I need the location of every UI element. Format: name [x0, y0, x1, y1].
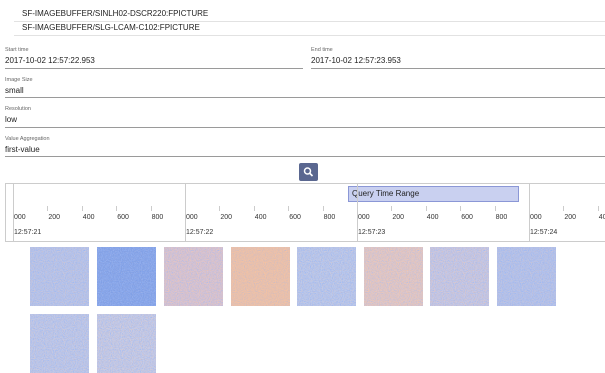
tick-line: [460, 206, 461, 211]
image-thumbnail[interactable]: [497, 247, 556, 306]
field-value[interactable]: 2017-10-02 12:57:23.953: [311, 56, 401, 65]
image-thumbnail[interactable]: [430, 247, 489, 306]
tick-label: 400: [83, 214, 95, 221]
tick-line: [13, 206, 14, 211]
image-thumbnail[interactable]: [231, 247, 290, 306]
field-underline: [5, 97, 605, 98]
tick-line: [185, 206, 186, 211]
tick-line: [563, 206, 564, 211]
tick-line: [116, 206, 117, 211]
tick-label: 200: [220, 214, 232, 221]
field-underline: [311, 68, 605, 69]
image-thumbnail[interactable]: [30, 314, 89, 373]
time-label: 12:57:21: [14, 229, 41, 236]
page: SF-IMAGEBUFFER/SINLH02-DSCR220:FPICTURE …: [0, 0, 605, 371]
image-thumbnail[interactable]: [97, 314, 156, 373]
tick-line: [391, 206, 392, 211]
tick-label: 800: [152, 214, 164, 221]
separator: [14, 21, 605, 22]
field-label: End time: [311, 47, 333, 53]
tick-line: [323, 206, 324, 211]
timeline: Query Time Range 000 200 400 600 800 12:57:21…: [5, 183, 605, 242]
tick-line: [529, 206, 530, 211]
separator: [14, 35, 605, 36]
tick-label: 800: [324, 214, 336, 221]
tick-label: 000: [186, 214, 198, 221]
channel-item[interactable]: SF-IMAGEBUFFER/SINLH02-DSCR220:FPICTURE: [22, 9, 208, 18]
tick-label: 600: [461, 214, 473, 221]
tick-line: [598, 206, 599, 211]
tick-label: 400: [255, 214, 267, 221]
tick-line: [254, 206, 255, 211]
tick-line: [357, 206, 358, 211]
tick-label: 600: [289, 214, 301, 221]
channel-item[interactable]: SF-IMAGEBUFFER/SLG-LCAM-C102:FPICTURE: [22, 23, 200, 32]
tick-label: 400: [599, 214, 605, 221]
field-value[interactable]: low: [5, 115, 17, 124]
field-value[interactable]: first-value: [5, 145, 40, 154]
tick-line: [82, 206, 83, 211]
tick-label: 000: [358, 214, 370, 221]
image-thumbnail[interactable]: [97, 247, 156, 306]
tick-label: 000: [530, 214, 542, 221]
field-label: Image Size: [5, 77, 33, 83]
image-thumbnail[interactable]: [164, 247, 223, 306]
tick-label: 000: [14, 214, 26, 221]
tick-label: 400: [427, 214, 439, 221]
query-range-label: Query Time Range: [352, 189, 419, 198]
field-underline: [5, 156, 605, 157]
image-thumbnail[interactable]: [30, 247, 89, 306]
image-thumbnail[interactable]: [364, 247, 423, 306]
tick-label: 200: [564, 214, 576, 221]
field-value[interactable]: 2017-10-02 12:57:22.953: [5, 56, 95, 65]
time-label: 12:57:22: [186, 229, 213, 236]
field-underline: [5, 127, 605, 128]
field-label: Start time: [5, 47, 29, 53]
image-thumbnail[interactable]: [297, 247, 356, 306]
time-label: 12:57:23: [358, 229, 385, 236]
search-button[interactable]: [299, 163, 318, 181]
field-value[interactable]: small: [5, 86, 24, 95]
field-underline: [5, 68, 303, 69]
field-label: Resolution: [5, 106, 31, 112]
tick-line: [219, 206, 220, 211]
tick-label: 800: [496, 214, 508, 221]
field-label: Value Aggregation: [5, 136, 50, 142]
tick-line: [47, 206, 48, 211]
tick-line: [151, 206, 152, 211]
tick-line: [288, 206, 289, 211]
tick-label: 200: [392, 214, 404, 221]
time-label: 12:57:24: [530, 229, 557, 236]
tick-label: 200: [48, 214, 60, 221]
tick-line: [426, 206, 427, 211]
tick-line: [495, 206, 496, 211]
tick-label: 600: [117, 214, 129, 221]
